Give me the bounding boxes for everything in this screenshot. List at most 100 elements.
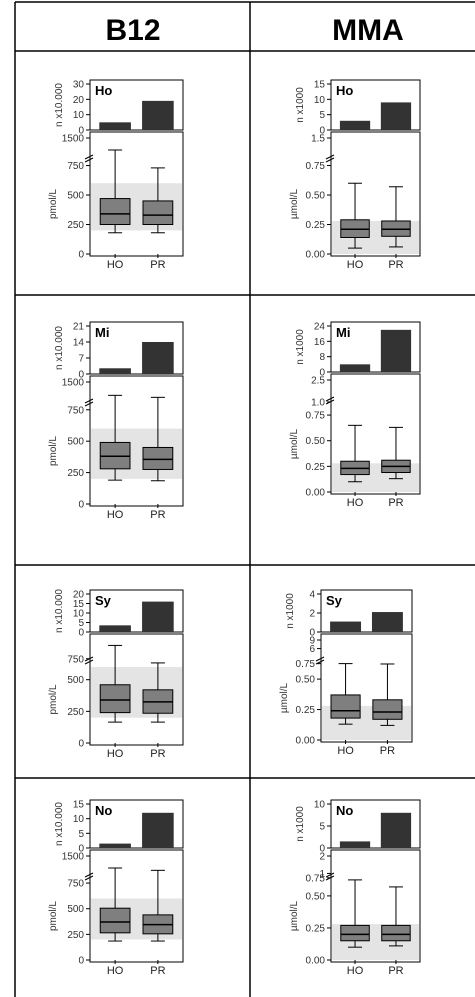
box-tick-label: 750 — [67, 879, 84, 890]
box-ho — [99, 907, 131, 934]
region-label: Ho — [336, 83, 353, 98]
bar-tick-label: 2 — [309, 609, 315, 620]
box-tick-label: 1500 — [62, 852, 85, 863]
box-plot-frame — [89, 849, 184, 963]
region-label: No — [95, 803, 112, 818]
bar-tick-label: 14 — [73, 338, 85, 349]
x-category-label-pr: PR — [150, 748, 165, 760]
axis-break-mark — [325, 157, 335, 163]
box-pr — [372, 699, 403, 720]
bar-tick-label: 10 — [314, 95, 326, 106]
box-tick-label: 1.5 — [311, 134, 325, 145]
box-tick-label: 2.5 — [311, 376, 325, 387]
x-category-label-ho: HO — [107, 748, 124, 760]
bar-y-axis-label: n x1000 — [295, 329, 306, 365]
panel-mi-b12: Mi 0 7 14 21 n x10.000 0 250 500 750 1500 HO PR pmol/… — [48, 321, 184, 521]
bar-plot-frame — [330, 79, 421, 131]
box-tick-label: 0.50 — [306, 891, 326, 902]
box-pr — [381, 924, 411, 942]
box-tick-label: 0.25 — [306, 923, 326, 934]
axis-break-mark — [84, 659, 94, 665]
box-tick-label: 0 — [78, 500, 84, 511]
bar-tick-label: 10 — [314, 800, 326, 811]
box-y-axis-label: pmol/L — [48, 436, 59, 466]
x-category-label-pr: PR — [388, 965, 403, 977]
x-category-label-ho: HO — [107, 509, 124, 521]
bar-y-axis-label: n x10.000 — [54, 83, 65, 127]
bar-tick-label: 5 — [78, 829, 84, 840]
bar-tick-label: 30 — [73, 80, 85, 91]
box-tick-label: 9 — [309, 636, 315, 647]
box-tick-label: 500 — [67, 191, 84, 202]
count-bar-pr — [380, 102, 412, 130]
panel-no-mma: No 0 5 10 n x1000 0.00 0.25 0.50 0.751 2 HO PR µmol/… — [289, 799, 421, 977]
bar-tick-label: 20 — [73, 95, 85, 106]
box-tick-label: 0.75 — [306, 161, 326, 172]
box-tick-label: 0.25 — [306, 220, 326, 231]
box-tick-label: 0.75 — [306, 411, 326, 422]
bar-y-axis-label: n x10.000 — [54, 589, 65, 633]
axis-break-mark — [325, 872, 335, 878]
count-bar-ho — [99, 843, 131, 848]
box-plot-frame — [89, 633, 184, 746]
box-tick-label: 1.0 — [311, 397, 325, 408]
box-tick-label: 250 — [67, 707, 84, 718]
box-y-axis-label: pmol/L — [48, 901, 59, 931]
box-tick-label: 0.25 — [306, 462, 326, 473]
box-y-axis-label: pmol/L — [48, 189, 59, 219]
axis-break-mark — [84, 875, 94, 881]
bar-tick-label: 5 — [319, 110, 325, 121]
bar-tick-label: 15 — [73, 800, 85, 811]
bar-tick-label: 0 — [319, 126, 325, 137]
box-ho — [99, 198, 131, 226]
bar-tick-label: 15 — [73, 599, 85, 610]
region-label: Sy — [326, 593, 343, 608]
bar-tick-label: 0 — [319, 368, 325, 379]
count-bar-ho — [339, 364, 371, 372]
count-bar-pr — [142, 100, 174, 130]
bar-tick-label: 5 — [78, 618, 84, 629]
axis-break-mark — [325, 154, 335, 160]
x-category-label-pr: PR — [380, 745, 395, 757]
x-category-label-pr: PR — [388, 259, 403, 271]
box-y-axis-label: µmol/L — [289, 428, 300, 459]
box-tick-label: 1500 — [62, 378, 85, 389]
bar-y-axis-label: n x10.000 — [54, 802, 65, 846]
box-ho — [340, 924, 370, 942]
axis-break-mark — [84, 872, 94, 878]
bar-tick-label: 20 — [73, 590, 85, 601]
box-tick-label: 0.75 — [296, 659, 316, 670]
bar-plot-frame — [330, 799, 421, 849]
box-plot-frame — [330, 849, 421, 963]
bar-tick-label: 16 — [314, 337, 326, 348]
x-category-label-ho: HO — [347, 259, 364, 271]
box-tick-label: 1500 — [62, 134, 85, 145]
bar-tick-label: 10 — [73, 609, 85, 620]
x-category-label-pr: PR — [150, 965, 165, 977]
box-tick-label: 500 — [67, 904, 84, 915]
bar-y-axis-label: n x1000 — [295, 806, 306, 842]
bar-tick-label: 0 — [78, 628, 84, 639]
count-bar-ho — [339, 841, 371, 848]
region-label: Ho — [95, 83, 112, 98]
panel-ho-b12: Ho 0 10 20 30 n x10.000 0 250 500 750 1500 HO PR pmol… — [48, 79, 184, 271]
x-category-label-pr: PR — [150, 259, 165, 271]
x-category-label-ho: HO — [347, 497, 364, 509]
box-y-axis-label: µmol/L — [289, 188, 300, 219]
bar-y-axis-label: n x1000 — [295, 87, 306, 123]
count-bar-ho — [339, 120, 371, 130]
bar-plot-frame — [89, 321, 184, 375]
panel-no-b12: No 0 5 10 15 n x10.000 0 250 500 750 1500 HO PR pmol/… — [48, 799, 184, 977]
header-mma: MMA — [332, 14, 404, 47]
bar-tick-label: 5 — [319, 822, 325, 833]
x-category-label-pr: PR — [388, 497, 403, 509]
box-y-axis-label: µmol/L — [289, 900, 300, 931]
bar-tick-label: 4 — [309, 590, 315, 601]
count-bar-pr — [380, 329, 412, 372]
count-bar-pr — [142, 601, 174, 632]
count-bar-ho — [99, 122, 131, 130]
bar-tick-label: 21 — [73, 322, 85, 333]
count-bar-ho — [99, 368, 131, 374]
axis-break-mark — [315, 656, 325, 662]
box-tick-label: 0.50 — [306, 436, 326, 447]
